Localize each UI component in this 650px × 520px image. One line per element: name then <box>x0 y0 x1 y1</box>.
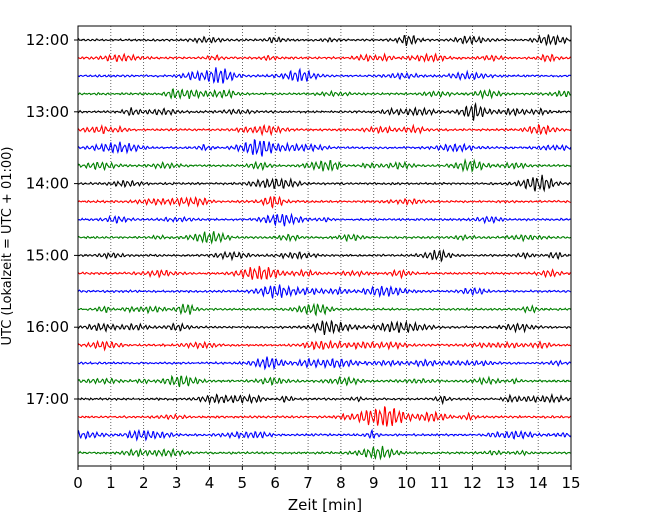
y-tick-label-17:00: 17:00 <box>26 390 69 408</box>
trace-17:45 <box>77 445 571 461</box>
trace-12:00 <box>77 34 572 47</box>
x-axis-ticks: 0 1 2 3 4 5 6 7 8 9 10 11 12 13 14 15 <box>73 466 581 492</box>
y-tick-label-12:00: 12:00 <box>26 31 69 49</box>
trace-17:15 <box>77 406 572 427</box>
trace-16:30 <box>77 356 572 371</box>
x-tick-label-11: 11 <box>430 474 449 492</box>
trace-16:00 <box>77 319 571 336</box>
y-tick-label-15:00: 15:00 <box>26 246 69 264</box>
trace-12:15 <box>77 52 571 63</box>
trace-12:30 <box>77 67 572 85</box>
trace-13:00 <box>77 101 572 121</box>
x-tick-label-2: 2 <box>139 474 149 492</box>
trace-17:00 <box>77 392 572 406</box>
seismic-traces <box>77 34 572 461</box>
trace-13:15 <box>77 123 572 137</box>
y-tick-label-14:00: 14:00 <box>26 175 69 193</box>
trace-15:00 <box>77 248 572 263</box>
x-tick-label-4: 4 <box>205 474 215 492</box>
x-tick-label-3: 3 <box>172 474 182 492</box>
x-axis-title: Zeit [min] <box>288 496 362 514</box>
plot-frame <box>77 25 572 467</box>
x-tick-label-0: 0 <box>73 474 83 492</box>
trace-16:15 <box>77 339 571 352</box>
trace-14:00 <box>77 174 571 193</box>
trace-14:30 <box>77 212 572 227</box>
x-tick-label-9: 9 <box>369 474 379 492</box>
trace-13:45 <box>77 158 572 173</box>
x-tick-label-15: 15 <box>561 474 580 492</box>
trace-15:15 <box>77 265 572 280</box>
x-tick-label-13: 13 <box>496 474 515 492</box>
trace-15:45 <box>77 302 572 317</box>
x-tick-label-7: 7 <box>303 474 313 492</box>
x-tick-label-14: 14 <box>529 474 548 492</box>
y-tick-label-16:00: 16:00 <box>26 318 69 336</box>
grid-lines <box>110 26 539 466</box>
trace-13:30 <box>77 138 572 157</box>
x-tick-label-6: 6 <box>270 474 280 492</box>
y-axis-title: UTC (Lokalzeit = UTC + 01:00) <box>0 147 15 346</box>
trace-17:30 <box>77 428 572 442</box>
trace-12:45 <box>77 88 572 100</box>
trace-15:30 <box>77 284 571 299</box>
trace-14:45 <box>77 231 571 245</box>
x-tick-label-5: 5 <box>238 474 248 492</box>
trace-16:45 <box>77 374 571 388</box>
x-tick-label-8: 8 <box>336 474 346 492</box>
x-tick-label-10: 10 <box>397 474 416 492</box>
x-tick-label-12: 12 <box>463 474 482 492</box>
trace-14:15 <box>77 195 571 209</box>
y-tick-label-13:00: 13:00 <box>26 103 69 121</box>
y-axis-ticks: 12:00 13:00 14:00 15:00 16:00 17:00 <box>26 31 78 408</box>
x-tick-label-1: 1 <box>106 474 116 492</box>
